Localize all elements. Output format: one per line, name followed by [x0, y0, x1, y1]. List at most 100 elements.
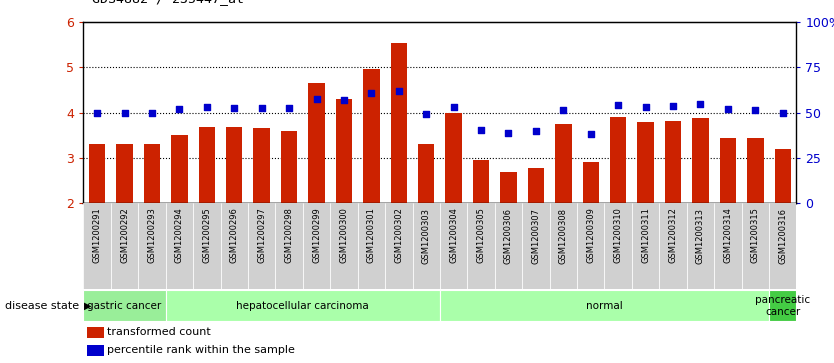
Text: gastric cancer: gastric cancer [88, 301, 162, 311]
Bar [363, 69, 379, 203]
Bar [500, 172, 517, 203]
Bar [303, 203, 330, 289]
Text: ▶: ▶ [84, 301, 92, 311]
Bar [473, 160, 490, 203]
Text: GSM1200299: GSM1200299 [312, 208, 321, 263]
Text: GSM1200296: GSM1200296 [229, 208, 239, 264]
Bar [445, 113, 462, 203]
Bar [775, 149, 791, 203]
Bar [769, 290, 796, 321]
Bar [143, 144, 160, 203]
Bar [83, 290, 166, 321]
Point [173, 106, 186, 112]
Text: GSM1200306: GSM1200306 [504, 208, 513, 264]
Bar [418, 144, 435, 203]
Point [721, 106, 735, 112]
Text: disease state: disease state [5, 301, 79, 311]
Bar [89, 144, 105, 203]
Text: GDS4882 / 235447_at: GDS4882 / 235447_at [92, 0, 244, 5]
Bar [198, 127, 215, 203]
Bar [467, 203, 495, 289]
Point [337, 97, 350, 103]
Bar [193, 203, 220, 289]
Point [447, 104, 460, 110]
Point [145, 110, 158, 115]
Bar [166, 203, 193, 289]
Bar [309, 83, 324, 203]
Point [228, 105, 241, 111]
Text: GSM1200315: GSM1200315 [751, 208, 760, 264]
Bar [550, 203, 577, 289]
Text: GSM1200291: GSM1200291 [93, 208, 102, 263]
Bar [336, 99, 352, 203]
Point [255, 105, 269, 111]
Bar [582, 162, 599, 203]
Bar [610, 117, 626, 203]
Bar [111, 203, 138, 289]
Point [694, 101, 707, 107]
Point [118, 110, 131, 115]
Bar [226, 127, 243, 203]
Point [611, 102, 625, 108]
Bar [116, 144, 133, 203]
Text: normal: normal [586, 301, 623, 311]
Text: GSM1200300: GSM1200300 [339, 208, 349, 264]
Bar [440, 203, 467, 289]
Text: GSM1200311: GSM1200311 [641, 208, 651, 264]
Point [666, 103, 680, 109]
Text: GSM1200292: GSM1200292 [120, 208, 129, 263]
Bar [385, 203, 413, 289]
Bar [747, 138, 764, 203]
Point [475, 127, 488, 132]
Text: GSM1200310: GSM1200310 [614, 208, 623, 264]
Point [283, 105, 296, 111]
Bar [138, 203, 166, 289]
Point [200, 104, 214, 110]
Bar [769, 203, 796, 289]
Bar [555, 124, 571, 203]
Text: GSM1200294: GSM1200294 [175, 208, 183, 263]
Bar [87, 345, 104, 356]
Bar [413, 203, 440, 289]
Text: GSM1200293: GSM1200293 [148, 208, 157, 264]
Bar [440, 290, 769, 321]
Point [502, 130, 515, 136]
Bar [390, 43, 407, 203]
Point [584, 131, 597, 137]
Point [530, 128, 543, 134]
Text: transformed count: transformed count [107, 327, 211, 337]
Text: GSM1200298: GSM1200298 [284, 208, 294, 264]
Bar [577, 203, 605, 289]
Bar [275, 203, 303, 289]
Bar [83, 203, 111, 289]
Text: GSM1200301: GSM1200301 [367, 208, 376, 264]
Point [420, 111, 433, 117]
Text: GSM1200316: GSM1200316 [778, 208, 787, 264]
Text: GSM1200312: GSM1200312 [669, 208, 677, 264]
Bar [87, 327, 104, 338]
Point [639, 104, 652, 110]
Point [776, 110, 790, 116]
Text: GSM1200297: GSM1200297 [257, 208, 266, 264]
Point [749, 107, 762, 113]
Text: GSM1200303: GSM1200303 [422, 208, 430, 264]
Text: percentile rank within the sample: percentile rank within the sample [107, 345, 294, 355]
Bar [248, 203, 275, 289]
Text: GSM1200313: GSM1200313 [696, 208, 705, 264]
Bar [281, 131, 297, 203]
Point [310, 96, 324, 102]
Bar [528, 168, 544, 203]
Bar [495, 203, 522, 289]
Bar [720, 138, 736, 203]
Point [556, 107, 570, 113]
Text: GSM1200314: GSM1200314 [723, 208, 732, 264]
Bar [714, 203, 741, 289]
Text: GSM1200309: GSM1200309 [586, 208, 595, 264]
Text: GSM1200304: GSM1200304 [450, 208, 458, 264]
Bar [605, 203, 632, 289]
Bar [660, 203, 686, 289]
Text: GSM1200305: GSM1200305 [476, 208, 485, 264]
Point [90, 110, 103, 116]
Bar [171, 135, 188, 203]
Bar [522, 203, 550, 289]
